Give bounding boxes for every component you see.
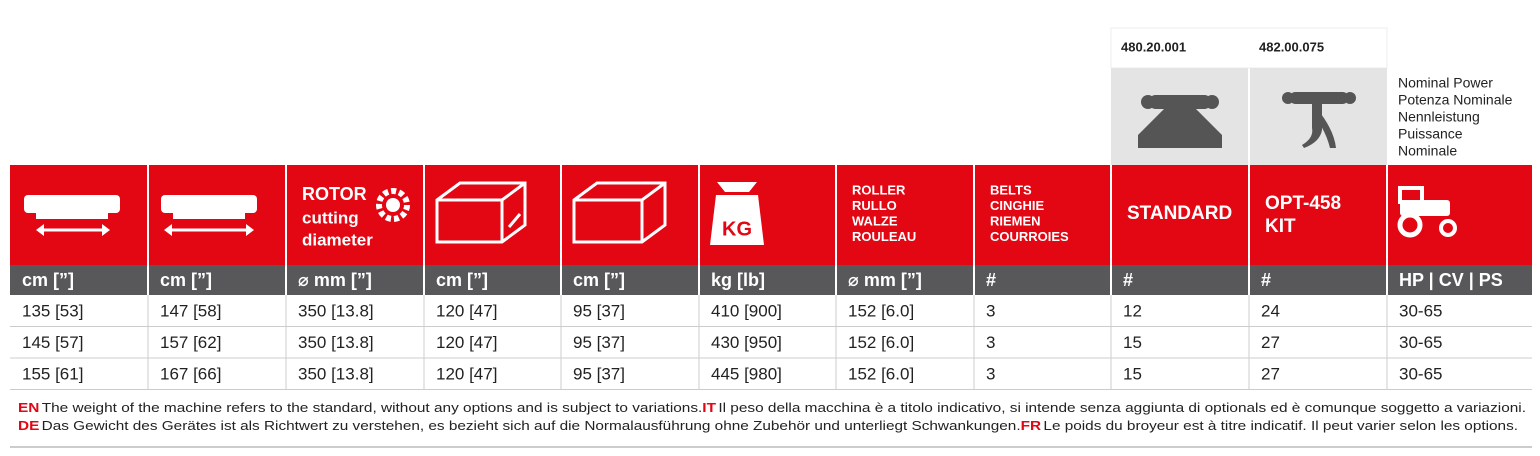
weight-icon-label: KG <box>722 218 752 240</box>
cell: 145 [57] <box>22 333 83 352</box>
unit-label: # <box>1123 270 1133 290</box>
opt-label: OPT-458 <box>1265 193 1341 214</box>
cell: 120 [47] <box>436 301 497 320</box>
unit-label: # <box>986 270 996 290</box>
cell: 95 [37] <box>573 301 625 320</box>
rotor-label: cutting <box>302 208 359 227</box>
standard-label: STANDARD <box>1127 203 1232 224</box>
cell: 30-65 <box>1399 333 1442 352</box>
cell: 30-65 <box>1399 364 1442 383</box>
opt-label: KIT <box>1265 216 1296 237</box>
header-icons <box>24 181 1457 245</box>
nominal-power-label: Nominal Power <box>1398 75 1493 91</box>
units-band <box>10 265 1532 295</box>
footnote-text: Il peso della macchina è a titolo indica… <box>718 400 1526 415</box>
belts-label: COURROIES <box>990 229 1069 244</box>
cell: 152 [6.0] <box>848 301 914 320</box>
footnote-text: Das Gewicht des Gerätes ist als Richtwer… <box>42 418 1021 433</box>
unit-label: kg [lb] <box>711 270 765 290</box>
standard-blade-image <box>1138 95 1222 148</box>
part-code: 482.00.075 <box>1259 39 1324 54</box>
nominal-power-label: Puissance <box>1398 126 1463 142</box>
cell: 95 [37] <box>573 333 625 352</box>
opt-blade-image <box>1282 92 1356 148</box>
nominal-power-label: Potenza Nominale <box>1398 92 1513 108</box>
cell: 12 <box>1123 301 1142 320</box>
cell: 3 <box>986 333 995 352</box>
cell: 147 [58] <box>160 301 221 320</box>
cell: 350 [13.8] <box>298 301 374 320</box>
unit-label: HP | CV | PS <box>1399 270 1503 290</box>
roller-label: ROULEAU <box>852 229 916 244</box>
cell: 152 [6.0] <box>848 364 914 383</box>
rotor-label: ROTOR <box>302 184 367 204</box>
cell: 24 <box>1261 301 1280 320</box>
unit-label: cm [”] <box>436 270 488 290</box>
footnote-lang: IT <box>702 400 716 415</box>
belts-label: BELTS <box>990 182 1032 197</box>
cell: 15 <box>1123 364 1142 383</box>
unit-label: cm [”] <box>160 270 212 290</box>
cell: 350 [13.8] <box>298 364 374 383</box>
footnote-text: The weight of the machine refers to the … <box>42 400 703 415</box>
cell: 15 <box>1123 333 1142 352</box>
rotor-label: diameter <box>302 230 373 249</box>
unit-label: ⌀ mm [”] <box>298 270 372 290</box>
roller-label: ROLLER <box>852 182 906 197</box>
cell: 135 [53] <box>22 301 83 320</box>
cell: 3 <box>986 301 995 320</box>
unit-label: ⌀ mm [”] <box>848 270 922 290</box>
cell: 430 [950] <box>711 333 782 352</box>
cell: 410 [900] <box>711 301 782 320</box>
footnote-lang: DE <box>18 418 40 433</box>
footnote: DE Das Gewicht des Gerätes ist als Richtw… <box>18 418 1518 433</box>
unit-label: # <box>1261 270 1271 290</box>
cell: 30-65 <box>1399 301 1442 320</box>
footnote-text: Le poids du broyeur est à titre indicati… <box>1043 418 1518 433</box>
part-code: 480.20.001 <box>1121 39 1186 54</box>
nominal-power-label: Nominale <box>1398 143 1457 159</box>
cell: 27 <box>1261 333 1280 352</box>
unit-label: cm [”] <box>573 270 625 290</box>
header-band <box>10 165 1532 265</box>
belts-label: RIEMEN <box>990 213 1041 228</box>
roller-label: RULLO <box>852 198 897 213</box>
roller-label: WALZE <box>852 213 898 228</box>
cell: 120 [47] <box>436 364 497 383</box>
footnote-lang: EN <box>18 400 39 415</box>
code-cells <box>1110 27 1388 69</box>
cell: 120 [47] <box>436 333 497 352</box>
cell: 445 [980] <box>711 364 782 383</box>
belts-label: CINGHIE <box>990 198 1045 213</box>
footnote: EN The weight of the machine refers to th… <box>18 400 1526 415</box>
unit-label: cm [”] <box>22 270 74 290</box>
cell: 157 [62] <box>160 333 221 352</box>
cell: 350 [13.8] <box>298 333 374 352</box>
cell: 167 [66] <box>160 364 221 383</box>
nominal-power-label: Nennleistung <box>1398 109 1480 125</box>
cell: 3 <box>986 364 995 383</box>
cell: 27 <box>1261 364 1280 383</box>
cell: 95 [37] <box>573 364 625 383</box>
cell: 155 [61] <box>22 364 83 383</box>
footnote-lang: FR <box>1021 418 1042 433</box>
cell: 152 [6.0] <box>848 333 914 352</box>
